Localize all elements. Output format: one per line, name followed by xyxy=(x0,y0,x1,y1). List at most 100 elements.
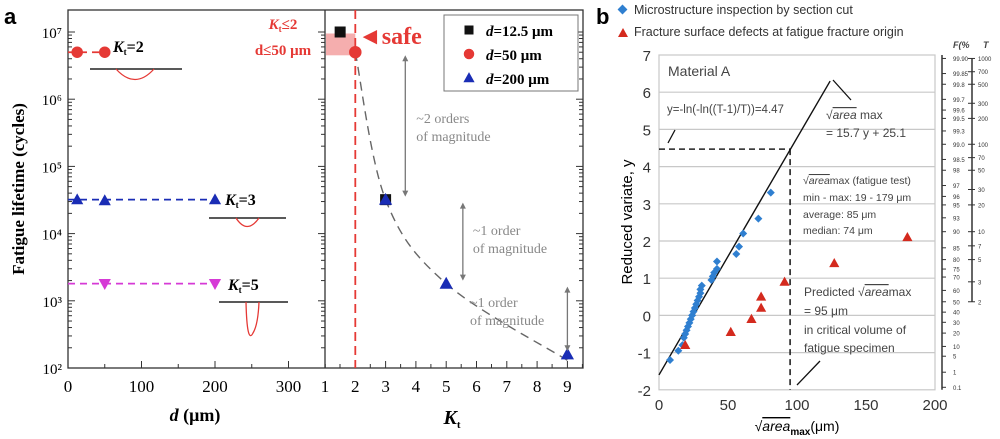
f-tick-label: 60 xyxy=(953,289,960,295)
stats-line2: min - max: 19 - 179 μm xyxy=(803,192,911,204)
data-point-diamond xyxy=(754,214,763,223)
data-point-triangle-up xyxy=(378,192,393,205)
x-tick-label: 9 xyxy=(563,377,572,396)
data-point-diamond xyxy=(735,242,744,251)
magnitude-label: ~1 order xyxy=(473,224,521,239)
leader-line xyxy=(796,360,821,386)
data-point-square xyxy=(334,26,346,38)
f-tick-label: 1 xyxy=(953,371,957,377)
data-point-triangle-up xyxy=(756,291,767,301)
y-tick-label: 10⁷ xyxy=(42,26,62,42)
y-tick-label: 10² xyxy=(43,362,63,378)
panel-a-right-plot: 1 2 3 4 5 6 7 8 9 ~2 orders of magnitude ~1 order of… xyxy=(321,10,583,396)
data-point-triangle-up xyxy=(725,326,736,336)
x-tick-label: 100 xyxy=(784,397,809,414)
data-point-diamond xyxy=(666,356,675,365)
b-annotations: Material A y=-ln(-ln((T-1)/T))=4.47 √are… xyxy=(667,40,990,355)
f-tick-label: 99.8 xyxy=(953,83,965,89)
data-point-diamond xyxy=(697,281,706,290)
y-tick-label: 2 xyxy=(643,234,651,251)
data-point-diamond xyxy=(732,250,741,259)
x-tick-label: 5 xyxy=(442,377,451,396)
y-tick-label: 10⁴ xyxy=(42,228,62,244)
kt-limit-annotation: Kt≤2 xyxy=(268,17,298,34)
data-point-triangle-up xyxy=(680,339,691,350)
pred-line4: fatigue specimen xyxy=(804,341,895,355)
data-point-diamond xyxy=(766,188,775,197)
f-tick-label: 70 xyxy=(953,276,960,282)
arrow-head-up-icon xyxy=(564,286,571,293)
t-tick-label: 70 xyxy=(978,156,985,162)
y-tick-label: 6 xyxy=(643,85,651,102)
arrow-head-up-icon xyxy=(459,202,466,209)
t: area xyxy=(833,108,857,122)
data-point-circle xyxy=(99,46,111,58)
t-tick-label: 3 xyxy=(978,280,982,286)
f-tick-label: 99.6 xyxy=(953,109,965,115)
data-point-triangle-up xyxy=(756,302,767,312)
leader-line xyxy=(667,129,676,144)
magnitude-label: of magnitude xyxy=(473,242,547,257)
legend-square-icon xyxy=(464,25,474,35)
d-limit-annotation: d≤50 μm xyxy=(255,43,312,59)
legend-circle-icon xyxy=(463,48,475,60)
b-x-axis-label: √areamax(μm) xyxy=(755,418,840,438)
data-point-triangle-up xyxy=(439,276,453,289)
t-tick-label: 2 xyxy=(978,300,982,306)
kt-k: K xyxy=(227,277,240,294)
data-point-diamond xyxy=(739,229,748,238)
pred-line2: = 95 μm xyxy=(804,304,848,318)
area: area xyxy=(762,418,790,434)
legend-label-microstructure: Microstructure inspection by section cut xyxy=(634,3,853,17)
a-y-axis-label: Fatigue lifetime (cycles) xyxy=(9,103,28,275)
x-tick-label: 7 xyxy=(503,377,512,396)
legend-label: d=50 μm xyxy=(486,48,542,64)
arrow-head-down-icon xyxy=(459,274,466,281)
y-tick-label: 5 xyxy=(643,122,651,139)
b-y-axis-label: Reduced variate, y xyxy=(619,159,636,285)
data-point-triangle-up xyxy=(746,313,757,323)
legend-label: d=12.5 μm xyxy=(486,24,554,40)
f-tick-label: 10 xyxy=(953,345,960,351)
f-tick-label: 99.3 xyxy=(953,129,965,135)
x-tick-label: 100 xyxy=(129,377,155,396)
data-point-diamond xyxy=(712,257,721,266)
data-point-triangle-up xyxy=(98,194,111,206)
material-label: Material A xyxy=(668,63,731,79)
t-tick-label: 200 xyxy=(978,117,989,123)
leader-line xyxy=(832,79,852,101)
plot-frame xyxy=(658,54,936,391)
arrow-head-down-icon xyxy=(402,190,409,197)
x-tick-label: 0 xyxy=(64,377,73,396)
x-label-var: d xyxy=(170,405,180,425)
t-tick-label: 20 xyxy=(978,203,985,209)
legend-triangle-icon xyxy=(618,28,628,37)
fit-eq-line2: = 15.7 y + 25.1 xyxy=(826,126,906,140)
t: Predicted √ xyxy=(804,285,865,299)
return-level-equation: y=-ln(-ln((T-1)/T))=4.47 xyxy=(667,104,784,116)
t-tick-label: 50 xyxy=(978,169,985,175)
f-tick-label: 99.7 xyxy=(953,98,965,104)
t-tick-label: 7 xyxy=(978,244,982,250)
data-point-triangle-down xyxy=(208,278,222,290)
b-legend: Microstructure inspection by section cut… xyxy=(617,3,904,39)
notch-shape-icon xyxy=(245,301,260,337)
magnitude-label: of magnitude xyxy=(416,130,490,145)
x-tick-label: 50 xyxy=(720,397,737,414)
stats-line1: √areamax (fatigue test) xyxy=(803,175,911,187)
y-tick-label: 1 xyxy=(643,271,651,288)
f-tick-label: 20 xyxy=(953,332,960,338)
x-tick-label: 3 xyxy=(381,377,390,396)
a-right-x-axis-label: Kt xyxy=(442,407,460,431)
legend-triangle-up-icon xyxy=(463,72,475,83)
t: area xyxy=(809,175,830,187)
t: √ xyxy=(826,108,833,122)
y-tick-label: 10⁵ xyxy=(42,160,62,176)
kt-sub: t xyxy=(239,285,242,295)
t: area xyxy=(865,285,889,299)
max-sub: max xyxy=(790,427,810,438)
safe-label: ◄safe xyxy=(358,24,422,50)
kt-sub: t xyxy=(279,24,282,34)
